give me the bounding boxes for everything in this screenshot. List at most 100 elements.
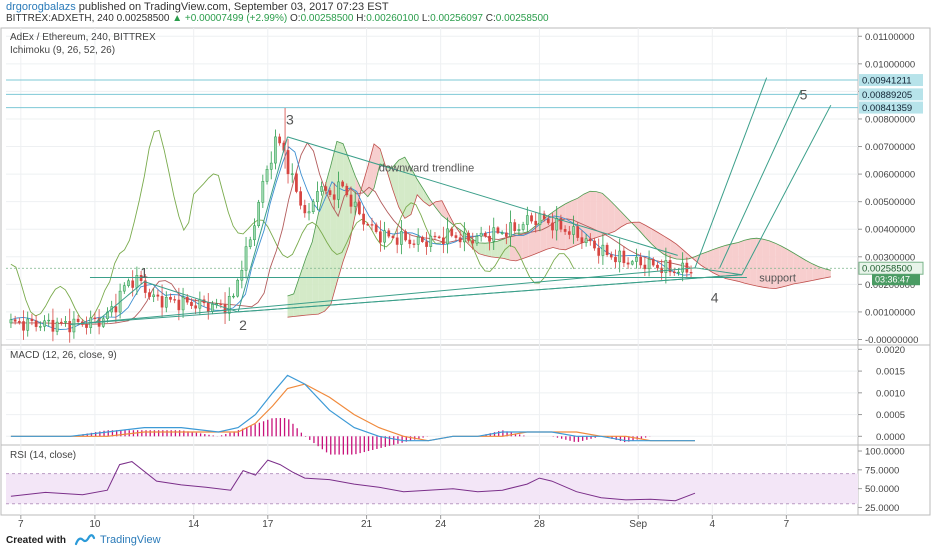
candle-body: [387, 230, 391, 237]
candle-body: [286, 150, 290, 175]
candle-body: [454, 235, 458, 238]
candle-body: [622, 250, 626, 264]
candle-body: [93, 317, 97, 319]
ichimoku-cloud-segment: [404, 157, 412, 219]
ichimoku-cloud-segment: [651, 228, 658, 250]
ichimoku-cloud-segment: [793, 253, 800, 284]
level-price-tag: [859, 88, 923, 101]
chart-canvas[interactable]: 7 10 14 17 21 24 28 Sep 4 70.011000000.010000000.…: [0, 0, 932, 530]
footer: Created with TradingView: [0, 530, 932, 550]
candle-body: [324, 186, 328, 191]
x-tick-label: 14: [188, 519, 200, 530]
candle-body: [345, 185, 349, 196]
candle-body: [194, 305, 198, 309]
candle-body: [143, 280, 147, 293]
candle-body: [22, 321, 25, 331]
candle-body: [366, 223, 370, 226]
y-tick-label: 0.00400000: [865, 225, 915, 236]
ichimoku-cloud-segment: [441, 200, 449, 221]
ichimoku-cloud-segment: [750, 238, 757, 286]
candle-body: [609, 254, 613, 258]
candle-body: [169, 296, 172, 300]
candle-body: [341, 181, 344, 187]
ichimoku-cloud-segment: [614, 205, 621, 232]
candle-body: [160, 296, 164, 308]
candle-body: [593, 240, 596, 249]
candle-body: [72, 318, 76, 333]
ichimoku-cloud-segment: [707, 249, 714, 273]
candle-body: [290, 173, 294, 175]
candle-body: [261, 181, 265, 203]
candle-body: [421, 236, 424, 242]
ichimoku-cloud-segment: [528, 226, 535, 257]
candle-body: [85, 324, 88, 328]
ichimoku-cloud-segment: [349, 160, 356, 244]
y-tick-label: 0.01100000: [865, 32, 915, 43]
current-price-label: 0.00258500: [862, 264, 912, 275]
y-tick-label: 0.00200000: [865, 280, 915, 291]
rsi-band: [6, 473, 858, 504]
candle-body: [668, 260, 672, 273]
candle-body: [572, 226, 575, 235]
candle-body: [446, 228, 449, 245]
ichimoku-cloud-segment: [596, 191, 603, 238]
projection-line: [741, 104, 832, 275]
candle-body: [370, 224, 374, 226]
candle-body: [635, 256, 638, 262]
candle-body: [30, 318, 34, 321]
tradingview-logo-icon[interactable]: [74, 534, 96, 546]
x-tick-label: 7: [18, 519, 24, 530]
candle-body: [492, 227, 496, 242]
y-tick-label: 0.00300000: [865, 252, 915, 263]
candle-body: [689, 272, 693, 274]
candle-body: [269, 162, 273, 170]
candle-body: [349, 194, 353, 207]
macd-signal-line: [10, 383, 695, 442]
author-link[interactable]: drgorogbalazs: [6, 1, 76, 13]
candle-body: [274, 136, 277, 164]
y-tick-label: 0.01000000: [865, 59, 915, 70]
ichimoku-cloud-segment: [608, 199, 615, 234]
candle-body: [400, 231, 403, 245]
publish-text: published on TradingView.com, September …: [78, 1, 389, 13]
ichimoku-cloud-segment: [639, 222, 646, 238]
candle-body: [55, 321, 59, 332]
high-value: 0.00260100: [366, 13, 420, 24]
ichimoku-cloud-segment: [491, 241, 498, 258]
ichimoku-cloud-segment: [343, 143, 350, 262]
open-label: O:: [290, 13, 301, 24]
level-price-tag: [859, 101, 923, 114]
candle-body: [643, 264, 647, 270]
ichimoku-cloud-segment: [806, 260, 813, 282]
candle-body: [559, 217, 563, 230]
countdown-label: 03:36:47: [875, 275, 910, 285]
wave-line: [694, 267, 743, 276]
annotation-support: support: [759, 272, 796, 284]
x-tick-label: Sep: [629, 519, 647, 530]
annotation-trendline: downward trendline: [379, 162, 474, 174]
ichimoku-cloud-segment: [657, 232, 665, 255]
level-price-label: 0.00889205: [862, 90, 912, 101]
ichimoku-cloud-segment: [744, 238, 751, 285]
wave-line: [94, 281, 145, 324]
candle-body: [677, 271, 680, 274]
candle-body: [534, 220, 538, 225]
candle-body: [232, 295, 235, 298]
candle-body: [227, 296, 231, 314]
candle-body: [198, 299, 202, 309]
candle-body: [51, 319, 55, 332]
candle-body: [656, 264, 659, 269]
rsi-title: RSI (14, close): [10, 450, 76, 461]
macd-line: [10, 374, 695, 442]
wave-line: [144, 281, 239, 313]
candle-body: [332, 194, 336, 200]
candle-body: [601, 244, 605, 256]
ichimoku-cloud-segment: [738, 240, 745, 284]
candle-body: [148, 292, 151, 297]
candle-body: [496, 227, 500, 234]
ichimoku-cloud-segment: [287, 293, 294, 318]
candle-body: [597, 247, 601, 256]
candle-body: [479, 232, 483, 237]
tradingview-brand[interactable]: TradingView: [100, 534, 161, 546]
annotation-wave-5: 5: [800, 87, 808, 103]
